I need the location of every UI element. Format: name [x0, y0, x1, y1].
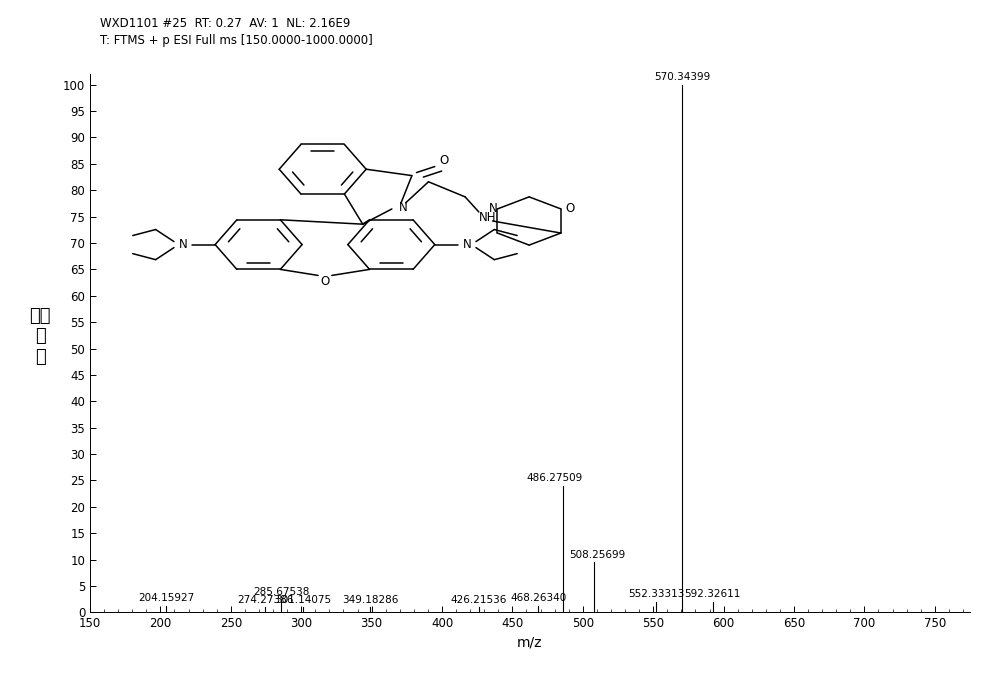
Text: 570.34399: 570.34399 [654, 72, 710, 82]
Text: T: FTMS + p ESI Full ms [150.0000-1000.0000]: T: FTMS + p ESI Full ms [150.0000-1000.0… [100, 34, 373, 46]
Text: 相对
丰
度: 相对 丰 度 [29, 307, 51, 366]
Text: 592.32611: 592.32611 [685, 590, 741, 599]
Text: 349.18286: 349.18286 [342, 594, 399, 604]
Text: 426.21536: 426.21536 [451, 594, 507, 604]
Text: WXD1101 #25  RT: 0.27  AV: 1  NL: 2.16E9: WXD1101 #25 RT: 0.27 AV: 1 NL: 2.16E9 [100, 17, 350, 30]
Text: 274.27386: 274.27386 [237, 594, 293, 604]
Text: 468.26340: 468.26340 [510, 594, 566, 604]
Text: 552.33313: 552.33313 [628, 590, 685, 599]
X-axis label: m/z: m/z [517, 636, 543, 650]
Text: 486.27509: 486.27509 [527, 473, 583, 483]
Text: 285.67538: 285.67538 [253, 587, 309, 596]
Text: 204.15927: 204.15927 [138, 594, 194, 604]
Text: 301.14075: 301.14075 [275, 594, 331, 604]
Text: 508.25699: 508.25699 [569, 550, 625, 560]
